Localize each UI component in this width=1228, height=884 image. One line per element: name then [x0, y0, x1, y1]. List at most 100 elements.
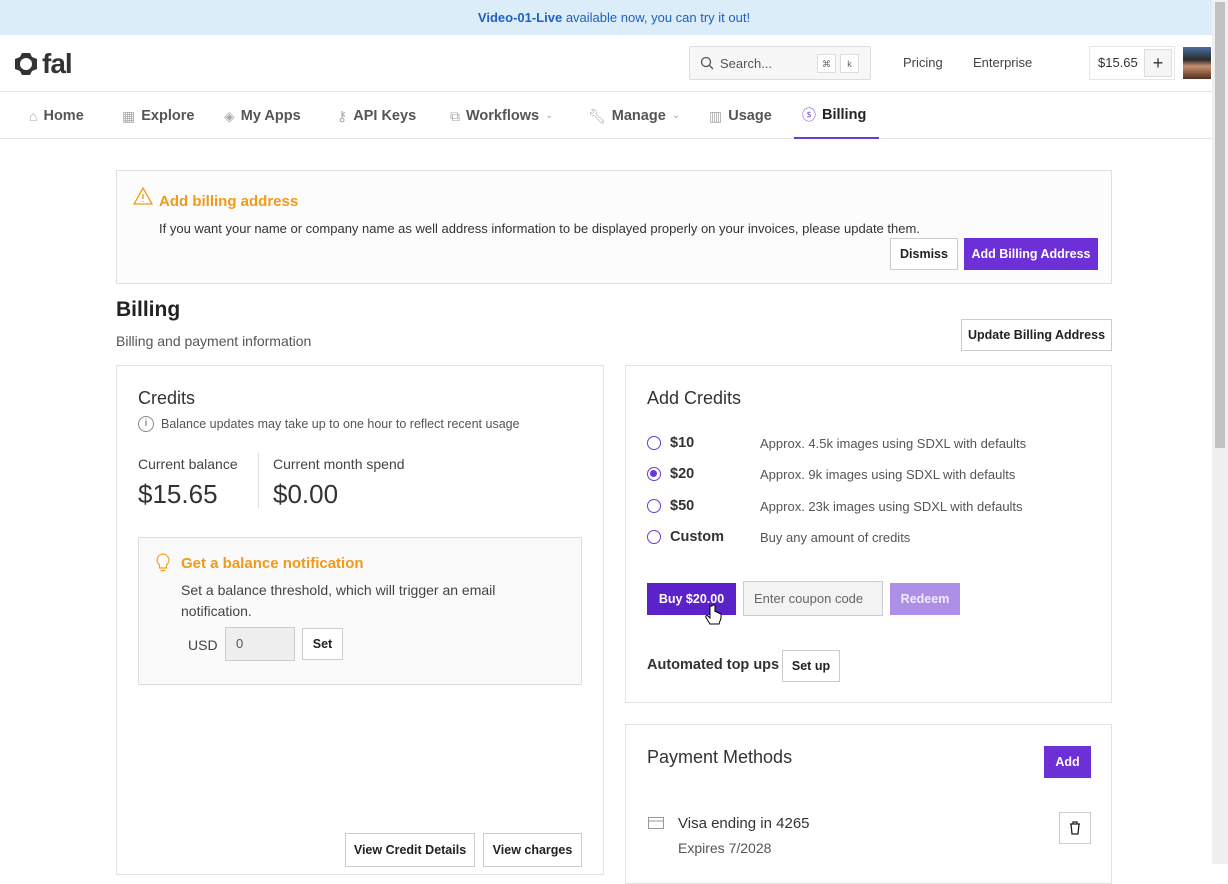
- credits-card: Credits i Balance updates may take up to …: [116, 365, 604, 875]
- threshold-input[interactable]: 0: [225, 627, 295, 661]
- automated-top-ups-label: Automated top ups: [647, 657, 780, 673]
- card-label: Visa ending in 4265: [678, 815, 810, 832]
- billing-address-alert: Add billing address If you want your nam…: [116, 170, 1112, 284]
- chevron-down-icon: ⌄: [671, 109, 681, 121]
- page-title: Billing: [116, 298, 181, 321]
- nav-explore[interactable]: ▦ Explore: [122, 92, 194, 139]
- update-billing-address-button[interactable]: Update Billing Address: [961, 319, 1112, 351]
- balance-label: Current balance: [138, 456, 238, 472]
- nav-billing[interactable]: ⓢ Billing: [794, 92, 879, 139]
- logo[interactable]: fal: [14, 48, 73, 80]
- balance-value: $15.65: [138, 479, 218, 509]
- card-expiry: Expires 7/2028: [678, 840, 772, 856]
- kbd-k: k: [840, 54, 859, 73]
- search-icon: [700, 56, 714, 70]
- option-custom[interactable]: Custom Buy any amount of credits: [647, 529, 910, 545]
- option-desc: Approx. 23k images using SDXL with defau…: [760, 498, 1023, 514]
- notif-text: Set a balance threshold, which will trig…: [181, 582, 496, 619]
- banner-link[interactable]: Video-01-Live: [477, 10, 563, 25]
- nav-label: My Apps: [240, 107, 301, 124]
- hand-cursor-icon: [705, 604, 722, 625]
- trash-icon: [1070, 821, 1080, 835]
- divider: [258, 453, 259, 508]
- add-payment-button[interactable]: Add: [1044, 746, 1091, 778]
- option-desc: Approx. 4.5k images using SDXL with defa…: [760, 435, 1027, 451]
- nav-label: Explore: [141, 107, 195, 124]
- pricing-link[interactable]: Pricing: [903, 55, 943, 70]
- view-charges-button[interactable]: View charges: [483, 833, 582, 867]
- workflow-icon: ⧉: [450, 107, 460, 124]
- nav-my-apps[interactable]: ◈ My Apps: [224, 92, 301, 139]
- avatar[interactable]: [1183, 47, 1211, 79]
- grid-icon: ▦: [122, 107, 136, 124]
- credits-title: Credits: [138, 388, 196, 408]
- option-20[interactable]: $20 Approx. 9k images using SDXL with def…: [647, 466, 1015, 482]
- lightbulb-icon: [156, 553, 170, 572]
- balance-notification-box: Get a balance notification Set a balance…: [138, 537, 582, 685]
- alert-text: If you want your name or company name as…: [159, 221, 920, 236]
- enterprise-link[interactable]: Enterprise: [973, 55, 1033, 70]
- warning-icon: [133, 187, 153, 205]
- add-billing-address-button[interactable]: Add Billing Address: [964, 238, 1098, 270]
- nav-label: Billing: [822, 106, 867, 123]
- payment-methods-title: Payment Methods: [647, 747, 793, 767]
- spend-value: $0.00: [273, 479, 339, 509]
- balance-display: $15.65 +: [1089, 46, 1175, 80]
- nav-label: API Keys: [353, 107, 417, 124]
- nav-label: Home: [43, 107, 84, 124]
- scrollbar[interactable]: [1212, 0, 1228, 864]
- chart-icon: ▥: [709, 107, 723, 124]
- nav-home[interactable]: ⌂ Home: [29, 92, 84, 139]
- view-credit-details-button[interactable]: View Credit Details: [345, 833, 475, 867]
- buy-button[interactable]: Buy $20.00: [647, 583, 736, 615]
- nav-workflows[interactable]: ⧉ Workflows ⌄: [450, 92, 553, 139]
- nav-usage[interactable]: ▥ Usage: [709, 92, 772, 139]
- search-input[interactable]: Search... ⌘ k: [689, 46, 871, 80]
- search-placeholder: Search...: [720, 55, 773, 71]
- notif-title: Get a balance notification: [181, 555, 364, 572]
- radio-button[interactable]: [647, 499, 661, 513]
- info-icon: i: [138, 416, 154, 432]
- add-credits-button[interactable]: +: [1144, 49, 1172, 77]
- option-label: $20: [670, 466, 695, 482]
- banner-text: available now, you can try it out!: [562, 10, 751, 25]
- kbd-cmd: ⌘: [817, 54, 836, 73]
- note-text: Balance updates may take up to one hour …: [161, 417, 520, 431]
- nav-label: Usage: [728, 107, 772, 124]
- fal-logo-icon: [15, 53, 37, 75]
- option-50[interactable]: $50 Approx. 23k images using SDXL with de…: [647, 498, 1023, 514]
- layers-icon: ◈: [224, 107, 235, 124]
- page-subtitle: Billing and payment information: [116, 333, 312, 349]
- add-credits-card: Add Credits $10 Approx. 4.5k images using…: [625, 365, 1112, 703]
- set-threshold-button[interactable]: Set: [302, 628, 343, 660]
- delete-card-button[interactable]: [1059, 812, 1091, 844]
- redeem-button[interactable]: Redeem: [890, 583, 960, 615]
- scrollbar-thumb[interactable]: [1215, 2, 1225, 448]
- key-icon: ⚷: [337, 107, 348, 124]
- option-desc: Buy any amount of credits: [760, 529, 911, 545]
- option-10[interactable]: $10 Approx. 4.5k images using SDXL with d…: [647, 435, 1026, 451]
- main-nav: ⌂ Home ▦ Explore ◈ My Apps ⚷ API Keys ⧉ Workf…: [0, 92, 1228, 139]
- dollar-icon: ⓢ: [802, 106, 816, 123]
- radio-button[interactable]: [647, 530, 661, 544]
- payment-methods-card: Payment Methods Add Visa ending in 4265 …: [625, 724, 1112, 884]
- coupon-input[interactable]: Enter coupon code: [743, 581, 883, 616]
- wrench-icon: 🔧︎: [588, 107, 606, 124]
- option-desc: Approx. 9k images using SDXL with defaul…: [760, 466, 1016, 482]
- home-icon: ⌂: [29, 107, 38, 124]
- add-credits-title: Add Credits: [647, 388, 742, 408]
- credit-card-icon: [648, 817, 664, 829]
- radio-button[interactable]: [647, 436, 661, 450]
- radio-button-selected[interactable]: [647, 467, 661, 481]
- nav-manage[interactable]: 🔧︎ Manage ⌄: [588, 92, 680, 139]
- option-label: Custom: [670, 529, 724, 545]
- option-label: $10: [670, 435, 695, 451]
- dismiss-button[interactable]: Dismiss: [890, 238, 958, 270]
- balance-value: $15.65: [1098, 55, 1138, 70]
- setup-top-ups-button[interactable]: Set up: [782, 650, 840, 682]
- top-bar: fal Search... ⌘ k Pricing Enterprise $15…: [0, 35, 1228, 92]
- nav-api-keys[interactable]: ⚷ API Keys: [337, 92, 416, 139]
- spend-label: Current month spend: [273, 456, 405, 472]
- announcement-banner: Video-01-Live available now, you can try…: [0, 0, 1228, 35]
- logo-text: fal: [42, 48, 73, 79]
